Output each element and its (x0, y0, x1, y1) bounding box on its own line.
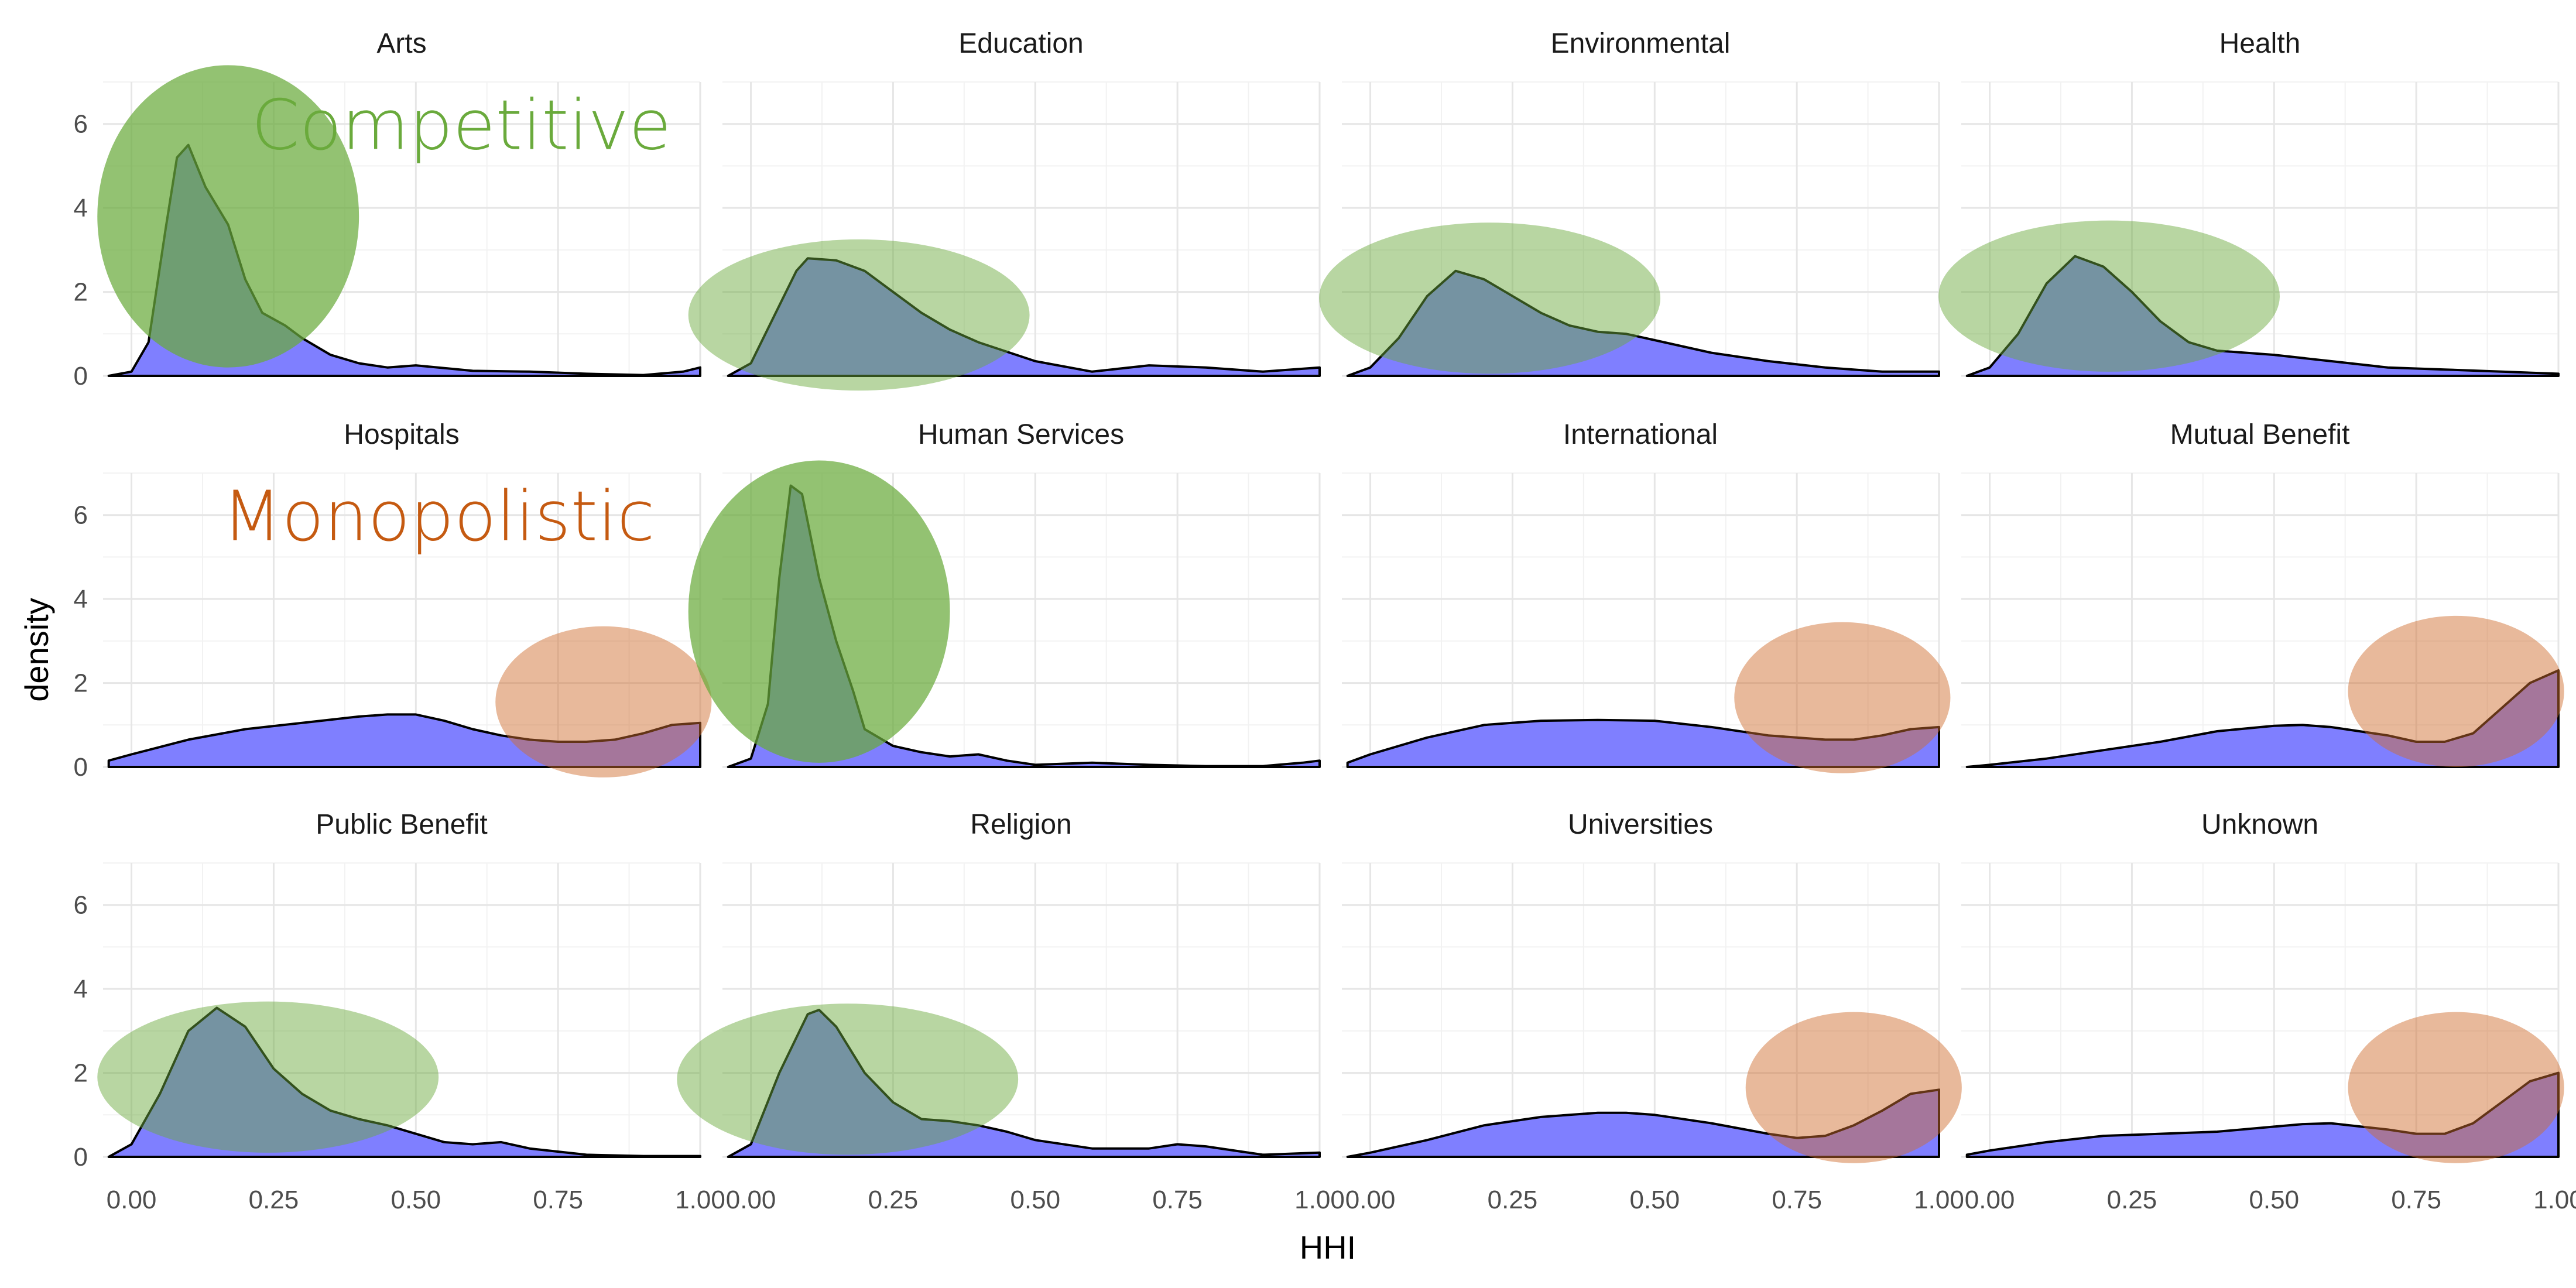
x-tick-label: 0.25 (868, 1186, 919, 1214)
highlight-ellipse-competitive-arts (97, 65, 359, 368)
highlight-ellipse-competitive-public-benefit (97, 1001, 439, 1153)
x-tick-label: 1.00 (1294, 1186, 1345, 1214)
x-tick-label: 0.00 (1965, 1186, 2015, 1214)
density-area-mutual-benefit (1965, 669, 2560, 768)
x-tick-label: 0.50 (2249, 1186, 2299, 1214)
facet-panel-unknown: Unknown 0.00 0.25 0.50 0.75 1.00 (1961, 809, 2576, 1214)
x-tick-label: 0.75 (2391, 1186, 2441, 1214)
facet-title-health: Health (2219, 28, 2301, 59)
y-axis-title: density (18, 598, 55, 701)
y-tick-label: 2 (74, 1059, 88, 1088)
y-tick-label: 4 (74, 975, 88, 1003)
facet-title-education: Education (958, 28, 1084, 59)
annotation-competitive: Competitive (251, 85, 672, 166)
facet-panel-hospitals: Hospitals 0 2 4 6 Monopolistic (74, 419, 712, 782)
facet-panel-arts: Arts 0 2 4 6 Competitive (74, 28, 701, 390)
panels: Arts 0 2 4 6 Competitive Education Environmenta… (74, 28, 2576, 1214)
density-area-education (727, 257, 1321, 377)
density-area-environmental (1346, 269, 1940, 377)
facet-title-universities: Universities (1568, 809, 1713, 840)
facet-title-hospitals: Hospitals (344, 419, 459, 450)
facet-panel-universities: Universities 0.00 0.25 0.50 0.75 1.00 (1342, 809, 1964, 1214)
highlight-ellipse-monopolistic-hospitals (495, 626, 712, 777)
density-area-universities (1346, 1088, 1940, 1158)
density-area-health (1965, 255, 2560, 377)
x-tick-label: 0.25 (1488, 1186, 1538, 1214)
y-tick-label: 4 (74, 194, 88, 222)
y-tick-label: 0 (74, 1143, 88, 1171)
density-area-international (1346, 718, 1940, 768)
density-area-hospitals (107, 713, 701, 768)
facet-panel-religion: Religion 0.00 0.25 0.50 0.75 1.00 (677, 809, 1345, 1214)
facet-panel-health: Health (1938, 28, 2560, 377)
density-area-unknown (1965, 1071, 2560, 1158)
facet-title-public-benefit: Public Benefit (316, 809, 488, 840)
highlight-ellipse-competitive-human-services (688, 460, 950, 763)
x-tick-label: 0.25 (249, 1186, 299, 1214)
x-tick-label: 0.75 (533, 1186, 583, 1214)
facet-title-environmental: Environmental (1551, 28, 1731, 59)
y-tick-label: 6 (74, 110, 88, 139)
facet-title-arts: Arts (376, 28, 426, 59)
x-tick-label: 1.00 (1914, 1186, 1964, 1214)
y-tick-label: 6 (74, 501, 88, 530)
y-tick-label: 2 (74, 278, 88, 307)
x-tick-label: 0.25 (2107, 1186, 2157, 1214)
facet-panel-mutual-benefit: Mutual Benefit (1961, 419, 2564, 768)
highlight-ellipse-competitive-religion (677, 1003, 1019, 1155)
x-tick-label: 0.50 (1010, 1186, 1060, 1214)
facet-title-human-services: Human Services (918, 419, 1124, 450)
x-tick-label: 1.00 (675, 1186, 725, 1214)
facet-title-unknown: Unknown (2201, 809, 2318, 840)
x-tick-label: 0.00 (107, 1186, 157, 1214)
x-tick-label: 0.50 (390, 1186, 441, 1214)
facet-title-mutual-benefit: Mutual Benefit (2170, 419, 2350, 450)
facet-panel-international: International (1342, 419, 1951, 773)
x-tick-label: 0.75 (1152, 1186, 1203, 1214)
y-tick-label: 0 (74, 753, 88, 782)
density-area-religion (727, 1009, 1321, 1158)
highlight-ellipse-monopolistic-unknown (2348, 1012, 2564, 1163)
y-tick-label: 4 (74, 585, 88, 614)
facet-panel-education: Education (688, 28, 1321, 391)
highlight-ellipse-monopolistic-universities (1745, 1012, 1962, 1163)
x-tick-label: 0.50 (1629, 1186, 1680, 1214)
density-area-public-benefit (107, 1006, 701, 1158)
highlight-ellipse-monopolistic-mutual-benefit (2348, 615, 2564, 767)
highlight-ellipse-competitive-environmental (1319, 222, 1661, 374)
facet-panel-human-services: Human Services (688, 419, 1321, 768)
x-tick-label: 0.00 (726, 1186, 776, 1214)
facet-title-international: International (1563, 419, 1718, 450)
x-axis-title: HHI (1300, 1229, 1356, 1266)
y-tick-label: 6 (74, 891, 88, 920)
x-tick-label: 0.75 (1772, 1186, 1822, 1214)
facet-panel-environmental: Environmental (1319, 28, 1940, 377)
y-tick-label: 0 (74, 362, 88, 390)
y-tick-label: 2 (74, 669, 88, 698)
x-tick-label: 0.00 (1345, 1186, 1396, 1214)
highlight-ellipse-competitive-education (688, 239, 1030, 391)
facet-title-religion: Religion (970, 809, 1071, 840)
facet-panel-public-benefit: Public Benefit 0 2 4 6 0.00 0.25 0.50 0.75 1.00 (74, 809, 725, 1214)
annotation-monopolistic: Monopolistic (222, 476, 655, 557)
highlight-ellipse-monopolistic-international (1734, 622, 1951, 773)
highlight-ellipse-competitive-health (1938, 220, 2280, 372)
x-tick-label: 1.00 (2533, 1186, 2576, 1214)
